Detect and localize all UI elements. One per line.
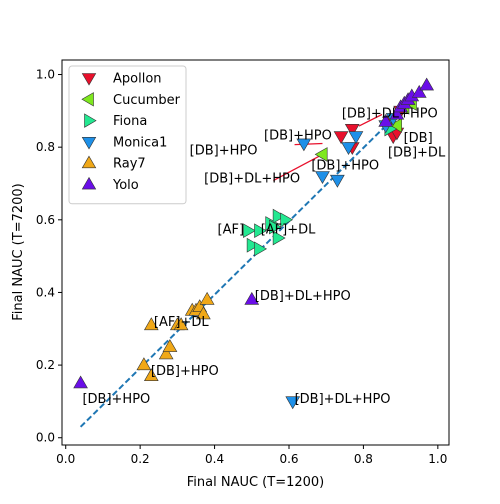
x-tick-label: 0.4	[205, 452, 224, 466]
x-tick-label: 0.2	[131, 452, 150, 466]
x-tick-label: 0.8	[354, 452, 373, 466]
data-point-yolo	[411, 84, 427, 98]
data-point-ray7	[136, 357, 152, 371]
data-point-yolo	[378, 113, 394, 127]
legend-marker-monica1	[81, 137, 97, 150]
legend-label: Yolo	[112, 178, 139, 193]
annotation-label: [AF]	[218, 223, 245, 238]
data-point-apollon	[333, 131, 349, 145]
data-point-apollon	[344, 124, 360, 137]
legend-label: Ray7	[113, 157, 146, 172]
annotation-label: [DB]+DL+HPO	[255, 289, 351, 304]
plot-frame	[61, 59, 450, 446]
legend-marker-cucumber	[81, 92, 94, 107]
data-point-yolo	[419, 77, 435, 91]
annotation-label: [DB]+DL+HPO	[295, 392, 391, 407]
data-point-ray7	[199, 291, 215, 305]
data-point-ray7	[196, 306, 211, 320]
data-point-monica1	[329, 174, 345, 188]
data-point-fiona	[254, 223, 268, 239]
data-point-cucumber	[314, 147, 328, 162]
legend-label: Monica1	[113, 135, 167, 150]
legend-label: Apollon	[113, 72, 162, 87]
data-point-yolo	[73, 375, 88, 389]
data-point-fiona	[254, 241, 268, 257]
annotation-label: [DB]+HPO	[82, 392, 150, 407]
legend-marker-ray7	[81, 155, 97, 169]
data-point-fiona	[272, 208, 286, 224]
x-tick-label: 0.6	[279, 452, 298, 466]
legend-marker-fiona	[84, 113, 97, 128]
x-axis-label: Final NAUC (T=1200)	[187, 475, 325, 490]
data-point-fiona	[243, 223, 256, 239]
data-point-ray7	[143, 317, 159, 331]
data-point-yolo	[389, 106, 405, 120]
data-point-ray7	[173, 317, 189, 331]
data-point-ray7	[143, 368, 159, 382]
data-point-monica1	[348, 131, 364, 145]
data-point-ray7	[158, 346, 174, 360]
annotation-label: [DB]+HPO	[264, 128, 332, 143]
annotation-label: [AF]+DL	[154, 315, 209, 330]
y-tick-label: 0.4	[36, 285, 55, 299]
legend-label: Fiona	[113, 114, 147, 129]
legend-marker-yolo	[81, 176, 97, 190]
x-tick-label: 0.0	[56, 452, 75, 466]
annotation-label: [DB]+HPO	[151, 364, 219, 379]
data-point-monica1	[285, 396, 301, 410]
legend-label: Cucumber	[113, 93, 181, 108]
annotation-arrow	[294, 142, 323, 146]
data-point-fiona	[280, 212, 294, 228]
data-point-ray7	[162, 339, 178, 352]
annotation-arrow	[358, 113, 383, 127]
data-point-monica1	[341, 142, 356, 156]
y-tick-label: 1.0	[36, 68, 55, 82]
annotation-label: [DB]+DL+HPO	[204, 172, 300, 187]
y-tick-label: 0.0	[36, 431, 55, 445]
legend-box	[68, 65, 187, 205]
annotation-label: [DB]+HPO	[190, 143, 258, 158]
annotation-label: [DB]	[404, 131, 433, 146]
annotation-label: [DB]+DL+HPO	[342, 107, 438, 122]
x-tick-label: 1.0	[428, 452, 447, 466]
annotation-arrow	[273, 153, 323, 182]
data-point-fiona	[272, 230, 286, 246]
annotation-label: [AF]+DL	[261, 223, 316, 238]
data-point-monica1	[296, 138, 312, 152]
y-tick-label: 0.2	[36, 358, 55, 372]
legend-marker-apollon	[81, 73, 97, 86]
data-point-monica1	[315, 171, 330, 185]
annotation-label: [DB]+DL	[388, 146, 446, 161]
y-tick-label: 0.6	[36, 213, 55, 227]
data-point-yolo	[244, 291, 260, 305]
data-point-fiona	[246, 237, 260, 253]
annotation-label: [DB]+HPO	[311, 159, 379, 174]
y-axis-label: Final NAUC (T=7200)	[11, 183, 26, 321]
data-point-fiona	[269, 219, 282, 235]
y-tick-label: 0.8	[36, 140, 55, 154]
